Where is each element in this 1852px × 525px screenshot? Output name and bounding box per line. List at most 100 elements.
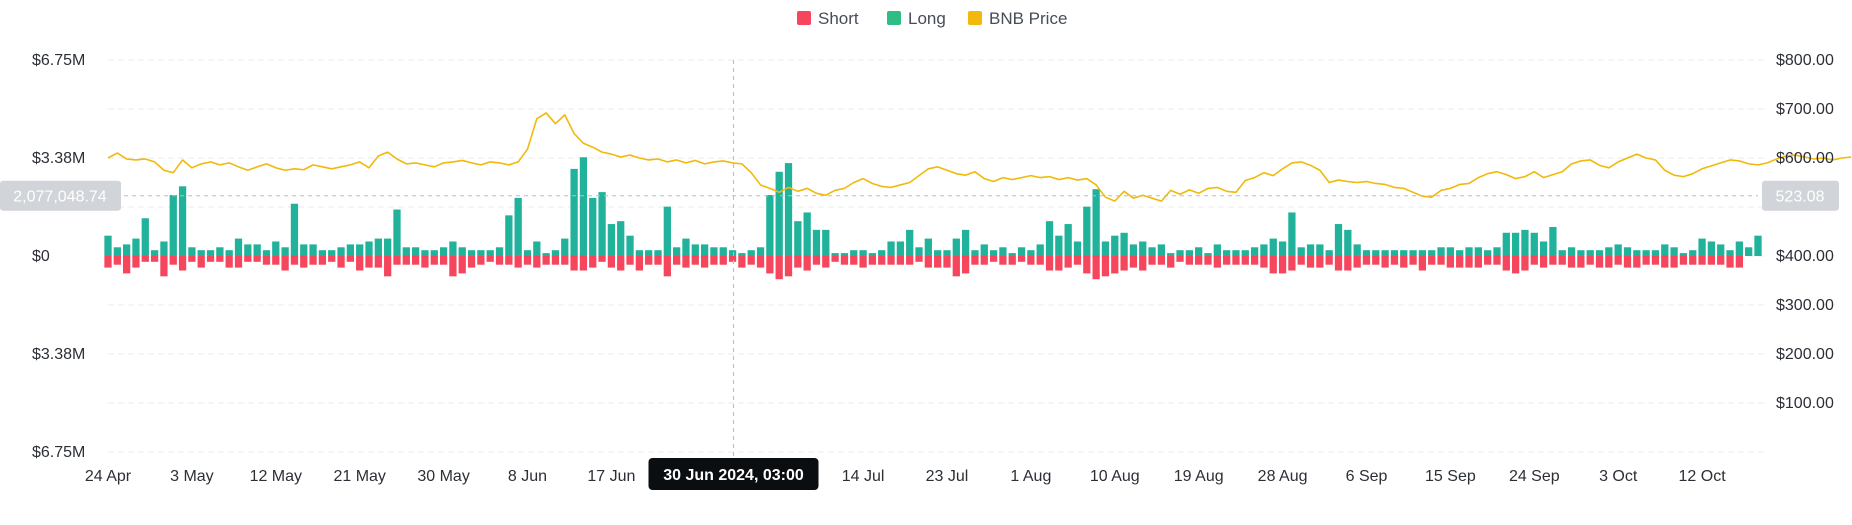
- x-tick-label: 30 May: [417, 468, 469, 485]
- right-tick-label: $100.00: [1776, 395, 1834, 412]
- long-bar: [906, 229, 914, 256]
- short-bar: [682, 256, 690, 268]
- short-bar: [206, 256, 215, 262]
- short-bar: [1689, 256, 1697, 265]
- short-bar: [1614, 256, 1622, 265]
- long-bar: [1260, 244, 1268, 256]
- short-bar: [160, 256, 168, 277]
- short-bar: [402, 256, 410, 265]
- long-bar: [1204, 253, 1212, 256]
- short-bar: [831, 256, 839, 262]
- x-tick-label: 12 Oct: [1679, 468, 1727, 485]
- long-bar: [626, 235, 634, 256]
- short-bar: [1549, 256, 1557, 265]
- long-bar: [1484, 250, 1492, 256]
- short-bar: [1474, 256, 1482, 268]
- left-tick-label: $3.38M: [32, 150, 85, 167]
- long-bar: [645, 250, 653, 256]
- long-bar: [934, 250, 942, 256]
- long-bar: [719, 247, 727, 256]
- short-bar: [579, 256, 588, 271]
- long-bar: [887, 241, 895, 256]
- short-bar: [1577, 256, 1585, 268]
- long-bar: [1306, 244, 1315, 256]
- long-bar: [700, 244, 709, 256]
- long-bar: [1232, 250, 1240, 256]
- long-bar: [495, 247, 504, 256]
- short-bar: [244, 256, 252, 262]
- x-tick-label: 23 Jul: [926, 468, 969, 485]
- long-bar: [794, 221, 802, 256]
- long-bar: [747, 250, 755, 256]
- long-bar: [1428, 250, 1436, 256]
- short-bar: [1586, 256, 1594, 265]
- long-bar: [234, 238, 243, 256]
- short-bar: [1409, 256, 1417, 265]
- left-tick-label: $0: [32, 248, 50, 265]
- short-bar: [980, 256, 988, 265]
- short-bar: [328, 256, 336, 262]
- short-bar: [1027, 256, 1035, 265]
- long-bar: [1521, 229, 1529, 256]
- short-bar: [1642, 256, 1650, 265]
- short-bar: [150, 256, 159, 262]
- long-bar: [253, 244, 261, 256]
- short-bar: [561, 256, 569, 265]
- x-tick-label: 1 Aug: [1010, 468, 1051, 485]
- short-bar: [523, 256, 532, 265]
- long-bar: [244, 244, 252, 256]
- long-bar: [999, 247, 1007, 256]
- short-bar: [216, 256, 224, 262]
- short-bar: [617, 256, 625, 271]
- long-bar: [402, 247, 410, 256]
- right-tick-label: $400.00: [1776, 248, 1834, 265]
- long-bar: [1241, 250, 1249, 256]
- short-bar: [1381, 256, 1389, 268]
- short-bar: [822, 256, 830, 268]
- short-bar: [747, 256, 755, 265]
- long-bar: [1595, 250, 1604, 256]
- long-bar: [1614, 244, 1622, 256]
- short-bar: [188, 256, 196, 262]
- short-bar: [1390, 256, 1399, 265]
- x-tick-label: 24 Sep: [1509, 468, 1560, 485]
- short-bar: [1120, 256, 1128, 271]
- x-tick-label: 24 Apr: [85, 468, 132, 485]
- long-bar: [1689, 250, 1697, 256]
- long-bar: [1567, 247, 1576, 256]
- short-bar: [542, 256, 550, 265]
- left-tick-label: $6.75M: [32, 52, 85, 69]
- long-bar: [570, 168, 578, 256]
- long-bar: [1017, 247, 1026, 256]
- long-bar: [1213, 244, 1221, 256]
- long-bar: [113, 247, 121, 256]
- short-bar: [1661, 256, 1669, 268]
- short-bar: [961, 256, 970, 274]
- short-bar: [1400, 256, 1408, 268]
- long-bar: [952, 238, 960, 256]
- short-bar: [626, 256, 634, 265]
- x-tick-label: 19 Aug: [1174, 468, 1224, 485]
- long-bar: [1353, 244, 1361, 256]
- x-axis: 24 Apr 3 May 12 May 21 May 30 May 8 Jun 17 Jun…: [85, 468, 1726, 485]
- long-bar: [411, 247, 420, 256]
- long-bar: [1064, 224, 1072, 256]
- long-bar: [1651, 250, 1660, 256]
- long-bar: [533, 241, 541, 256]
- long-bar: [169, 195, 177, 256]
- short-bar: [486, 256, 494, 262]
- long-bar: [961, 229, 970, 256]
- long-bar: [505, 215, 513, 256]
- long-bar: [1605, 247, 1613, 256]
- short-bar: [393, 256, 401, 265]
- long-bar: [1717, 244, 1725, 256]
- long-bar: [1707, 241, 1716, 256]
- long-bar: [1139, 241, 1147, 256]
- short-bar: [691, 256, 699, 265]
- short-bar: [1185, 256, 1193, 265]
- long-bar: [989, 250, 998, 256]
- short-bar: [309, 256, 317, 265]
- legend-label-bnb-price: BNB Price: [989, 9, 1067, 28]
- long-bar: [896, 241, 905, 256]
- long-bar: [225, 250, 233, 256]
